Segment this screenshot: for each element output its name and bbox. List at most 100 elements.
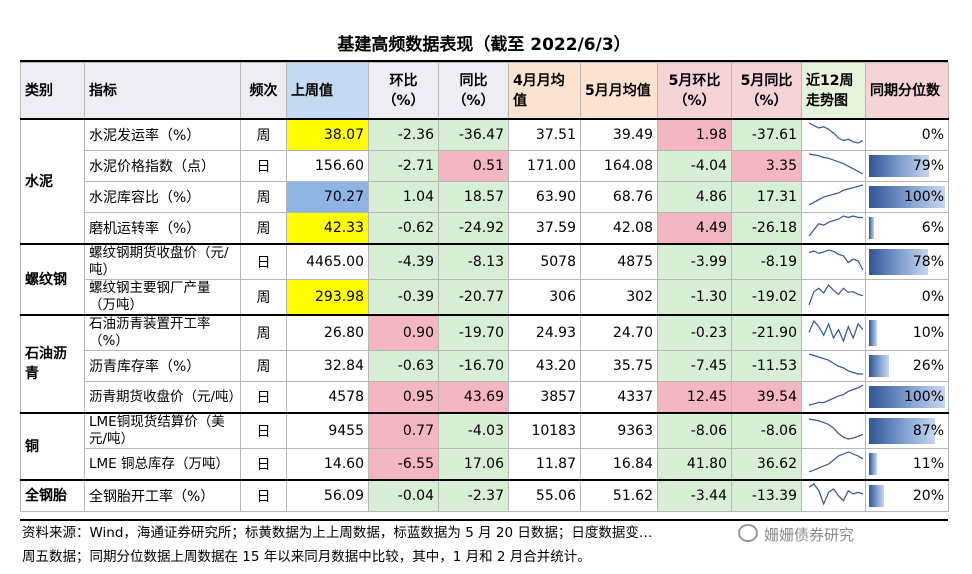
may-yoy-cell: -19.02 bbox=[731, 279, 802, 316]
may-mom-cell: -8.06 bbox=[657, 412, 732, 449]
footnote-line-1: 资料来源：Wind，海通证券研究所；标黄数据为上上周数据，标蓝数据为 5 月 2… bbox=[22, 525, 653, 541]
percentile-cell: 0% bbox=[865, 279, 949, 316]
may-avg-cell: 68.76 bbox=[580, 181, 658, 213]
may-avg-cell: 51.62 bbox=[580, 479, 658, 512]
wow-cell: 0.95 bbox=[368, 381, 439, 414]
sparkline-series bbox=[808, 483, 864, 506]
may-yoy-cell: -21.90 bbox=[731, 314, 802, 351]
sparkline-series bbox=[808, 451, 864, 473]
percentile-value: 26% bbox=[912, 358, 944, 374]
percentile-value: 100% bbox=[903, 189, 944, 205]
sparkline-series bbox=[808, 284, 864, 306]
apr-avg-cell: 43.20 bbox=[508, 350, 581, 382]
last-week-cell: 9455 bbox=[286, 412, 369, 449]
may-avg-cell: 9363 bbox=[580, 412, 658, 449]
sparkline bbox=[808, 153, 864, 175]
may-yoy-cell: -8.06 bbox=[731, 412, 802, 449]
may-avg-cell: 35.75 bbox=[580, 350, 658, 382]
sparkline-cell bbox=[801, 381, 866, 414]
yoy-cell: -36.47 bbox=[438, 118, 509, 151]
frequency-cell: 日 bbox=[240, 412, 287, 449]
table-row: 磨机运转率（%） 周 42.33 -0.62 -24.92 37.59 42.0… bbox=[21, 212, 949, 245]
may-mom-cell: 12.45 bbox=[657, 381, 732, 414]
may-yoy-cell: -13.39 bbox=[731, 479, 802, 512]
frequency-cell: 日 bbox=[240, 243, 287, 280]
table-row: 石油沥青 石油沥青装置开工率（%） 周 26.80 0.90 -19.70 24… bbox=[20, 314, 949, 414]
footnote-line-2: 周五数据；同期分位数据上周数据在 15 年以来同月数据中比较，其中，1 月和 2… bbox=[22, 549, 591, 565]
percentile-value: 0% bbox=[921, 127, 944, 143]
may-yoy-cell: -11.53 bbox=[731, 350, 802, 382]
sparkline-cell bbox=[801, 412, 866, 449]
last-week-cell: 38.07 bbox=[286, 118, 369, 151]
last-week-cell: 4578 bbox=[286, 381, 369, 414]
may-mom-cell: -3.44 bbox=[657, 479, 732, 512]
apr-avg-cell: 37.59 bbox=[508, 212, 581, 245]
indicator-cell: 水泥发运率（%） bbox=[84, 118, 241, 151]
sparkline-cell bbox=[801, 181, 866, 213]
last-week-cell: 156.60 bbox=[286, 150, 369, 182]
may-mom-cell: 41.80 bbox=[657, 448, 732, 481]
category-cell: 螺纹钢 bbox=[20, 243, 85, 316]
wow-cell: -4.39 bbox=[368, 243, 439, 280]
last-week-cell: 14.60 bbox=[286, 448, 369, 481]
percentile-value: 0% bbox=[921, 289, 944, 305]
sparkline bbox=[808, 353, 863, 375]
yoy-cell: -19.70 bbox=[438, 314, 509, 351]
wow-cell: 1.04 bbox=[368, 181, 439, 213]
apr-avg-cell: 171.00 bbox=[508, 150, 581, 182]
percentile-value: 10% bbox=[912, 325, 944, 341]
wow-cell: -0.04 bbox=[368, 479, 439, 512]
table-title: 基建高频数据表现（截至 2022/6/3） bbox=[337, 35, 631, 55]
wow-cell: -0.39 bbox=[368, 279, 439, 316]
wow-cell: -0.62 bbox=[368, 212, 439, 245]
sparkline-cell bbox=[801, 118, 866, 151]
percentile-bar bbox=[869, 355, 889, 377]
yoy-cell: 17.06 bbox=[438, 448, 509, 481]
wow-cell: -6.55 bbox=[368, 448, 439, 481]
wow-cell: -0.63 bbox=[368, 350, 439, 382]
yoy-cell: -16.70 bbox=[438, 350, 509, 382]
percentile-bar bbox=[869, 320, 877, 346]
may-mom-cell: 4.86 bbox=[657, 181, 732, 213]
header-last-week: 上周值 bbox=[286, 62, 369, 120]
percentile-value: 100% bbox=[903, 389, 944, 405]
apr-avg-cell: 5078 bbox=[508, 243, 581, 280]
header-may-yoy: 5月同比（%） bbox=[731, 62, 802, 120]
percentile-cell: 10% bbox=[865, 314, 949, 351]
yoy-cell: 18.57 bbox=[438, 181, 509, 213]
watermark: 姗姗债券研究 bbox=[738, 524, 854, 545]
may-avg-cell: 24.70 bbox=[580, 314, 658, 351]
header-indicator: 指标 bbox=[84, 62, 241, 120]
sparkline bbox=[808, 184, 864, 206]
percentile-bar bbox=[869, 155, 930, 177]
last-week-cell: 56.09 bbox=[286, 479, 369, 512]
wow-cell: 0.90 bbox=[368, 314, 439, 351]
header-yoy: 同比（%） bbox=[438, 62, 509, 120]
percentile-cell: 0% bbox=[865, 118, 949, 151]
last-week-cell: 70.27 bbox=[286, 181, 369, 213]
may-avg-cell: 16.84 bbox=[580, 448, 658, 481]
percentile-cell: 20% bbox=[865, 479, 949, 512]
sparkline bbox=[808, 483, 864, 506]
yoy-cell: 43.69 bbox=[438, 381, 509, 414]
percentile-cell: 26% bbox=[865, 350, 949, 382]
percentile-cell: 78% bbox=[865, 243, 949, 280]
percentile-bar bbox=[869, 386, 945, 408]
frequency-cell: 周 bbox=[240, 118, 287, 151]
percentile-value: 78% bbox=[912, 254, 944, 270]
percentile-cell: 87% bbox=[865, 412, 949, 449]
may-mom-cell: -4.04 bbox=[657, 150, 732, 182]
frequency-cell: 日 bbox=[240, 150, 287, 182]
header-row: 类别 指标 频次 上周值 环比（%） 同比（%） 4月月均值 5月月均值 5月环… bbox=[20, 62, 949, 120]
last-week-cell: 32.84 bbox=[286, 350, 369, 382]
apr-avg-cell: 63.90 bbox=[508, 181, 581, 213]
yoy-cell: -4.03 bbox=[438, 412, 509, 449]
category-cell: 全钢胎 bbox=[20, 479, 85, 512]
percentile-value: 79% bbox=[912, 158, 944, 174]
header-trend: 近12周走势图 bbox=[801, 62, 866, 120]
table-row: 水泥价格指数（点） 日 156.60 -2.71 0.51 171.00 164… bbox=[21, 150, 949, 182]
frequency-cell: 日 bbox=[240, 448, 287, 481]
indicator-cell: 石油沥青装置开工率（%） bbox=[84, 314, 241, 351]
indicator-cell: LME 铜总库存（万吨） bbox=[84, 448, 241, 481]
sparkline bbox=[808, 122, 864, 144]
